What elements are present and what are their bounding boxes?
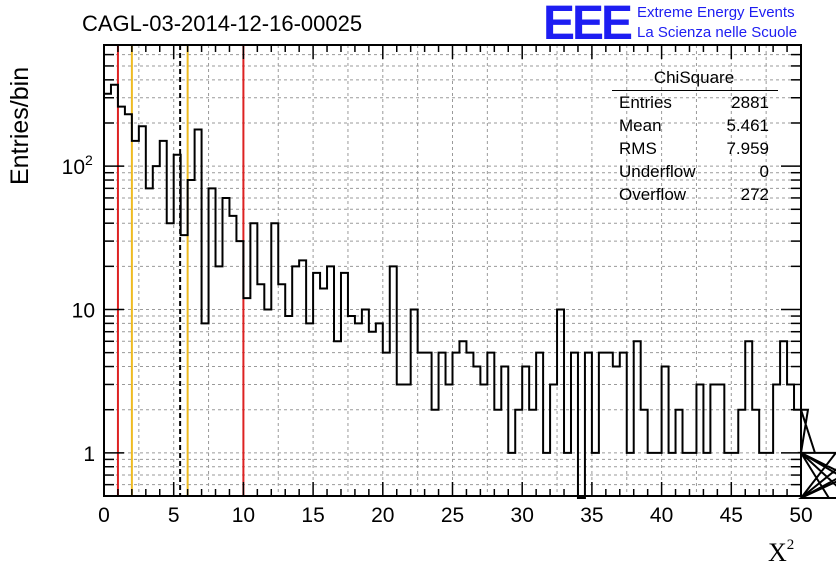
eee-logo: EEE bbox=[543, 0, 633, 50]
stat-value-mean: 5.461 bbox=[726, 116, 769, 135]
y-axis-label: Entries/bin bbox=[6, 66, 34, 185]
y-tick-label-exponent: 2 bbox=[85, 152, 93, 168]
stat-value-overflow: 272 bbox=[740, 185, 769, 204]
stat-name-overflow: Overflow bbox=[619, 185, 687, 204]
x-axis-label-text: X bbox=[768, 538, 787, 567]
x-tick-label: 15 bbox=[301, 504, 324, 527]
x-tick-label: 45 bbox=[720, 504, 743, 527]
histogram-step-line bbox=[104, 83, 836, 499]
x-tick-label: 10 bbox=[232, 504, 255, 527]
stat-value-underflow: 0 bbox=[759, 162, 769, 181]
axis-ticks bbox=[103, 45, 802, 496]
stat-value-entries: 2881 bbox=[731, 93, 769, 112]
x-tick-label: 20 bbox=[371, 504, 394, 527]
logo-line-1: Extreme Energy Events bbox=[637, 4, 795, 21]
x-tick-label: 35 bbox=[580, 504, 603, 527]
x-tick-label: 0 bbox=[98, 504, 110, 527]
x-tick-label: 5 bbox=[168, 504, 180, 527]
logo-line-2: La Scienza nelle Scuole bbox=[637, 24, 798, 41]
y-tick-label: 10 bbox=[72, 299, 95, 322]
y-tick-label: 1 bbox=[83, 443, 95, 466]
reference-lines bbox=[116, 45, 245, 496]
x-axis-label: X2 bbox=[768, 537, 795, 568]
x-tick-label: 30 bbox=[511, 504, 534, 527]
x-tick-label: 40 bbox=[650, 504, 673, 527]
stats-box-rule bbox=[612, 90, 778, 91]
chart-title: CAGL-03-2014-12-16-00025 bbox=[82, 11, 363, 36]
stat-name-underflow: Underflow bbox=[619, 162, 696, 181]
x-axis-label-superscript: 2 bbox=[786, 537, 795, 554]
y-tick-label: 10 bbox=[62, 156, 85, 179]
stat-name-rms: RMS bbox=[619, 139, 657, 158]
stat-name-mean: Mean bbox=[619, 116, 662, 135]
stat-name-entries: Entries bbox=[619, 93, 672, 112]
x-tick-label: 50 bbox=[789, 504, 812, 527]
stat-value-rms: 7.959 bbox=[726, 139, 769, 158]
stats-box-title: ChiSquare bbox=[653, 68, 735, 87]
x-tick-label: 25 bbox=[441, 504, 464, 527]
